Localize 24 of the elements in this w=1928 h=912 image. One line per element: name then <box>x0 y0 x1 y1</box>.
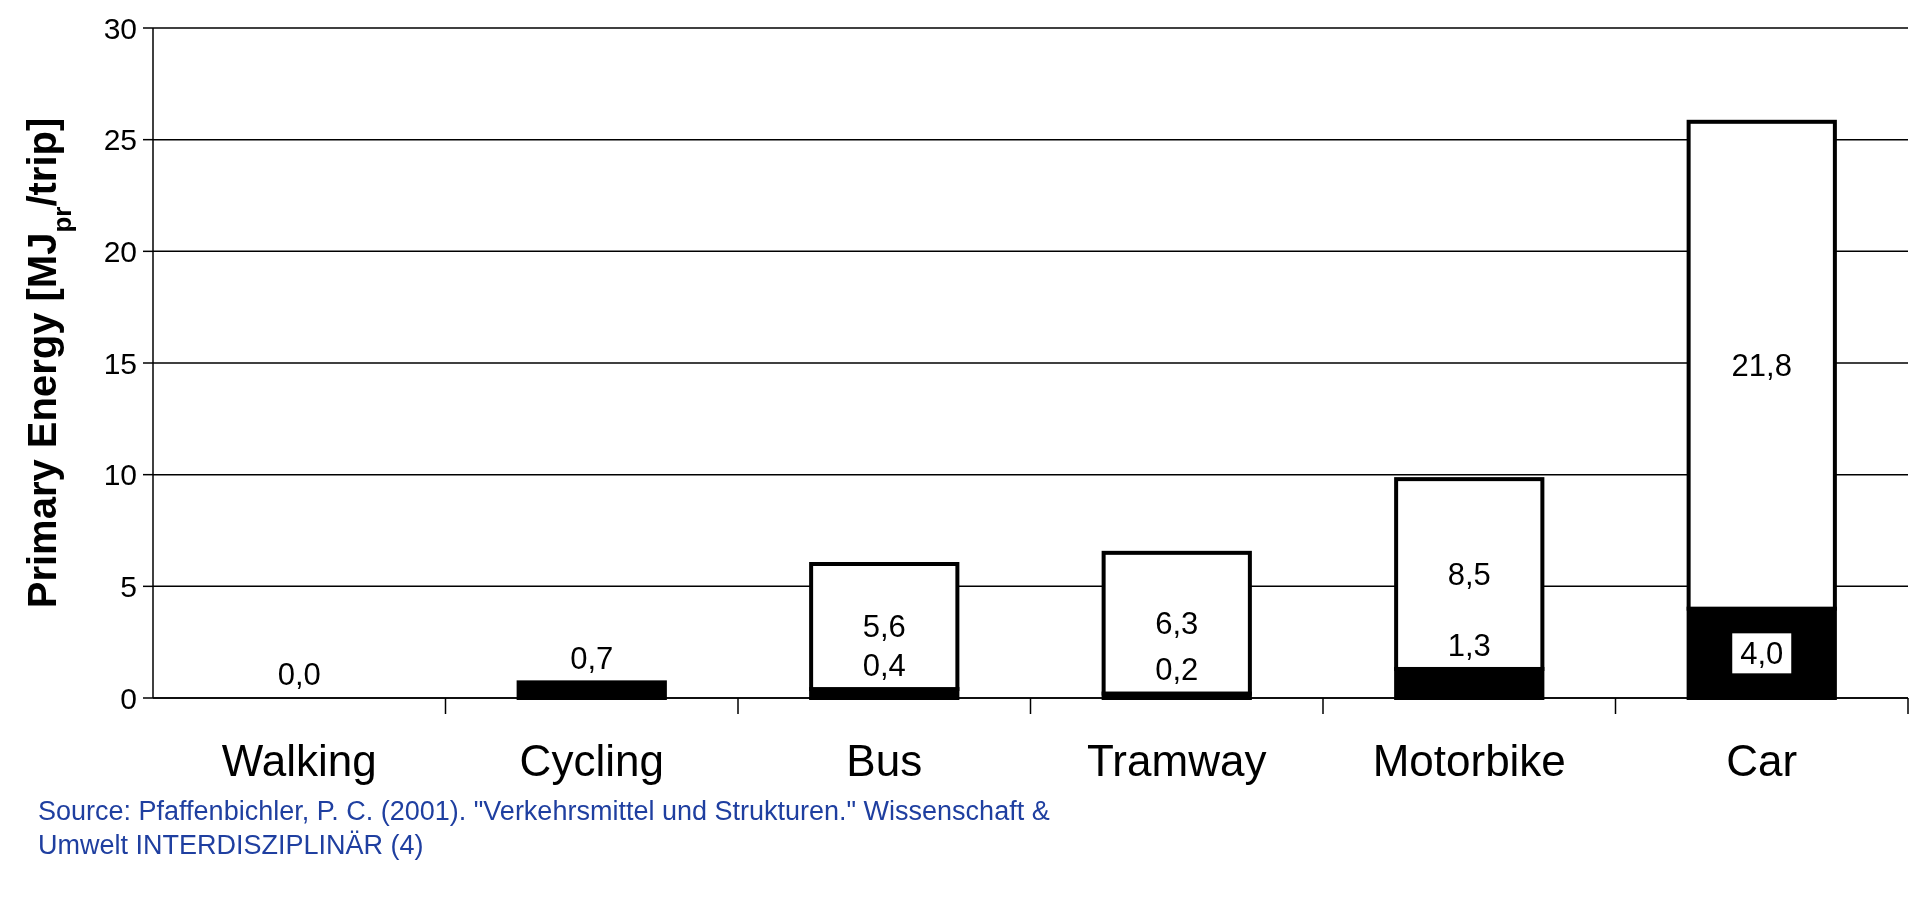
x-tick-label: Walking <box>221 736 377 785</box>
data-label: 6,3 <box>1155 606 1199 642</box>
data-label: 0,2 <box>1155 652 1199 688</box>
y-tick-label: 10 <box>103 458 137 492</box>
x-tick-label: Motorbike <box>1372 736 1566 785</box>
data-label: 5,6 <box>862 609 906 645</box>
data-label: 0,7 <box>570 641 614 677</box>
data-label: 4,0 <box>1740 636 1784 672</box>
x-tick-label: Car <box>1726 736 1798 785</box>
data-label: 1,3 <box>1447 627 1491 663</box>
x-tick-label: Cycling <box>519 736 664 785</box>
y-tick-label: 30 <box>103 11 137 45</box>
data-label: 8,5 <box>1447 556 1491 592</box>
y-tick-label: 5 <box>120 569 137 603</box>
data-label: 0,4 <box>862 647 906 683</box>
source-note: Source: Pfaffenbichler, P. C. (2001). "Verkehrsmittel und Strukturen." Wissenschaft & Umwelt INTERDISZIPLINÄR (4) <box>38 796 1050 860</box>
data-label: 0,0 <box>277 656 321 692</box>
data-label: 21,8 <box>1731 348 1792 384</box>
x-tick-label: Tramway <box>1087 736 1267 785</box>
y-tick-label: 15 <box>103 346 137 380</box>
y-tick-label: 0 <box>120 681 137 715</box>
y-tick-label: 20 <box>103 234 137 268</box>
x-tick-label: Bus <box>846 736 923 785</box>
y-tick-label: 25 <box>103 123 137 157</box>
